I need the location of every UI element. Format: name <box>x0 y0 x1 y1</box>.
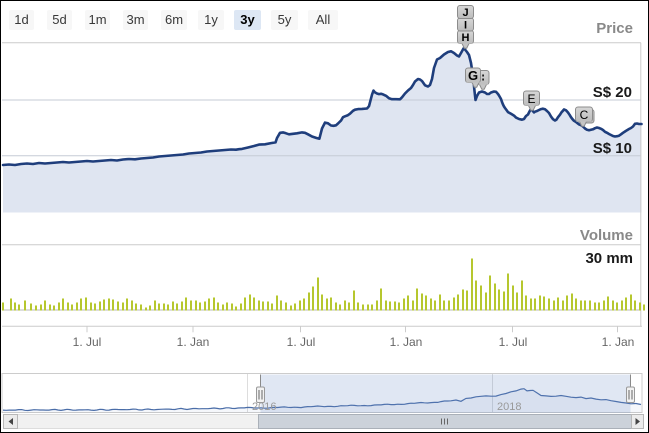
svg-text:5y: 5y <box>278 12 292 27</box>
svg-text:G: G <box>468 68 478 83</box>
svg-text:1. Jul: 1. Jul <box>499 335 528 349</box>
svg-text:2018: 2018 <box>497 401 521 413</box>
svg-text:2016: 2016 <box>252 401 276 413</box>
svg-text:S$ 10: S$ 10 <box>593 140 632 157</box>
svg-text:30 mm: 30 mm <box>585 250 633 267</box>
svg-text:Volume: Volume <box>580 227 633 244</box>
svg-text:5d: 5d <box>52 12 66 27</box>
svg-text:1d: 1d <box>14 12 28 27</box>
svg-text:E: E <box>527 92 535 106</box>
svg-text:1. Jan: 1. Jan <box>177 335 210 349</box>
svg-text:1m: 1m <box>88 12 106 27</box>
svg-text:All: All <box>316 12 331 27</box>
svg-text:3y: 3y <box>240 12 255 27</box>
svg-text:1. Jul: 1. Jul <box>73 335 102 349</box>
svg-text:3m: 3m <box>126 12 144 27</box>
svg-text:1y: 1y <box>204 12 218 27</box>
svg-text:I: I <box>464 20 467 32</box>
svg-text:Price: Price <box>596 20 633 37</box>
svg-text:6m: 6m <box>165 12 183 27</box>
svg-text:C: C <box>580 108 589 122</box>
svg-text:J: J <box>462 7 468 19</box>
svg-text:1. Jan: 1. Jan <box>602 335 635 349</box>
svg-text:1. Jul: 1. Jul <box>287 335 316 349</box>
svg-text:H: H <box>462 32 470 44</box>
svg-text:1. Jan: 1. Jan <box>390 335 423 349</box>
svg-text:S$ 20: S$ 20 <box>593 84 632 101</box>
